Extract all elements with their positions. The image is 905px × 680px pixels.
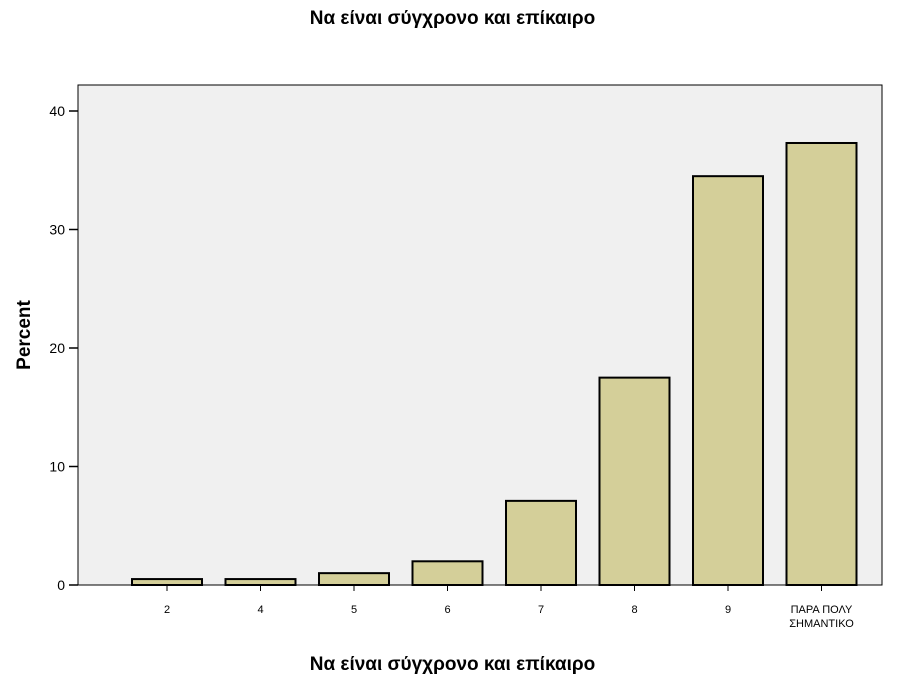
y-tick-label-0: 0 [57,577,65,593]
y-tick-label-10: 10 [49,459,65,475]
y-axis: 0 10 20 30 40 [49,103,78,593]
y-tick-label-20: 20 [49,340,65,356]
bar-7 [692,175,764,587]
chart-title: Να είναι σύγχρονο και επίκαιρο [309,8,596,29]
x-tick-label-7: 9 [725,604,731,616]
bar-2 [224,578,297,587]
bar-6 [598,376,671,586]
bar-4 [411,560,484,586]
x-tick-label-4: 6 [444,604,450,616]
x-tick-label-5: 7 [538,604,544,616]
x-tick-label-3: 5 [351,604,357,616]
bars [131,141,858,587]
x-tick-label-1: 2 [164,604,170,616]
x-axis-title: Να είναι σύγχρονο και επίκαιρο [309,654,596,675]
x-axis-tick-labels: 2 4 5 6 7 8 9 ΠΑΡΑ ΠΟΛΥ ΣΗΜΑΝΤΙΚΟ [164,585,854,630]
bar-3 [318,572,390,587]
x-tick-label-6: 8 [631,604,637,616]
x-tick-label-2: 4 [257,604,263,616]
y-tick-label-40: 40 [49,103,65,119]
bar-8 [785,141,858,586]
x-tick-label-8: ΠΑΡΑ ΠΟΛΥ ΣΗΜΑΝΤΙΚΟ [789,604,854,630]
y-axis-title: Percent [14,300,35,370]
bar-5 [505,499,577,586]
bar-1 [131,578,203,587]
y-tick-label-30: 30 [49,222,65,238]
